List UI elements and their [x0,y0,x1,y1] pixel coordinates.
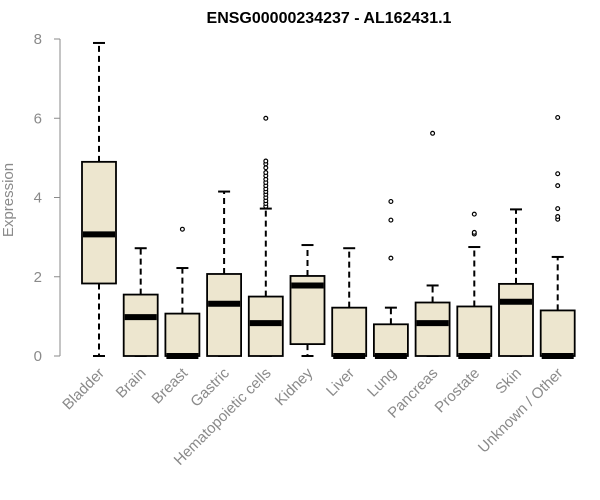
outlier-point [430,130,436,136]
x-tick-label: Liver [323,365,358,400]
x-tick-label: Skin [492,365,525,398]
box-unknown-other [539,114,576,359]
x-tick-label: Prostate [432,365,484,417]
outlier-point [555,206,561,212]
outlier-point [555,183,561,189]
box-skin [498,208,534,357]
y-tick-label: 0 [34,348,42,365]
x-tick-label: Kidney [272,364,317,409]
chart-title: ENSG00000234237 - AL162431.1 [207,10,452,27]
iqr-box [81,160,117,285]
box-bladder [81,41,117,357]
outlier-point [263,170,269,176]
box-kidney [289,244,326,357]
box-lung [372,198,409,359]
outlier-point [555,171,561,177]
box-liver [331,247,368,359]
outlier-point [555,114,561,120]
outlier-point [388,198,394,204]
outlier-point [263,165,269,171]
outlier-point [471,211,477,217]
y-axis-label: Expression [0,163,17,237]
box-brain [122,247,159,357]
iqr-box [331,306,368,357]
iqr-box [164,312,201,357]
iqr-box [372,323,409,357]
iqr-box [122,293,159,357]
outlier-point [263,158,269,164]
y-tick-label: 6 [34,110,42,127]
x-tick-label: Breast [149,364,192,407]
outlier-point [555,214,561,220]
boxes [81,41,576,359]
y-tick-label: 4 [34,190,42,207]
outlier-point [179,226,185,232]
box-hematopoietic-cells [247,115,284,357]
iqr-box [206,273,243,357]
iqr-box [498,282,534,357]
box-breast [164,226,201,359]
iqr-box [539,309,576,357]
y-tick-label: 2 [34,269,42,286]
x-tick-label: Lung [364,365,400,401]
y-axis: 0 2 4 6 8 [34,31,61,365]
outlier-point [388,255,394,261]
outlier-point [263,115,269,121]
iqr-box [456,305,493,357]
iqr-box [414,301,451,357]
iqr-box [247,295,284,357]
outlier-point [471,229,477,235]
y-tick-label: 8 [34,31,42,48]
box-gastric [206,190,243,357]
x-tick-label: Bladder [59,365,108,414]
box-pancreas [414,130,451,357]
box-prostate [456,211,493,359]
x-tick-label: Brain [113,365,150,402]
outlier-point [388,217,394,223]
